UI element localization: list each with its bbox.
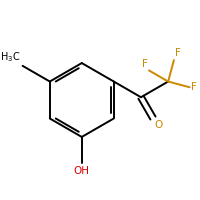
Text: OH: OH — [74, 166, 90, 176]
Text: F: F — [142, 59, 148, 69]
Text: F: F — [175, 48, 181, 58]
Text: O: O — [155, 120, 163, 130]
Text: F: F — [191, 82, 197, 92]
Text: H$_3$C: H$_3$C — [0, 50, 21, 64]
